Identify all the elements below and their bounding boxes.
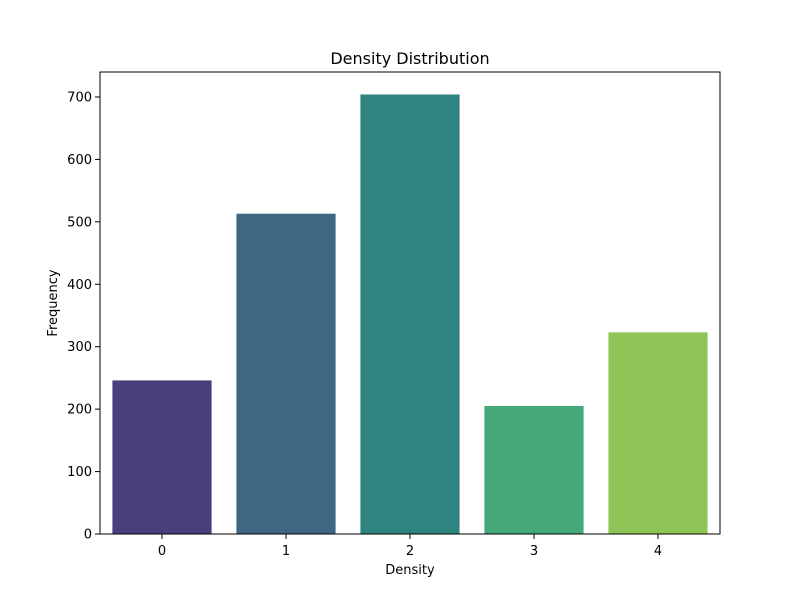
bar-4 — [608, 332, 708, 534]
x-tick-label: 0 — [158, 544, 166, 559]
y-tick-label: 600 — [67, 153, 92, 168]
y-tick-label: 500 — [67, 215, 92, 230]
bar-0 — [112, 380, 212, 534]
bars-layer — [112, 94, 708, 534]
y-tick-label: 300 — [67, 340, 92, 355]
x-axis: 0 1 2 3 4 — [158, 534, 662, 559]
y-axis-label: Frequency — [46, 269, 61, 336]
x-tick-label: 2 — [406, 544, 414, 559]
plot-frame — [99, 71, 721, 535]
y-axis: 0 100 200 300 400 500 600 700 — [67, 90, 100, 543]
y-tick-label: 0 — [84, 528, 92, 543]
x-axis-label: Density — [385, 563, 435, 578]
bar-1 — [236, 213, 336, 534]
x-tick-label: 4 — [654, 544, 662, 559]
y-tick-label: 200 — [67, 403, 92, 418]
bar-3 — [484, 406, 584, 534]
y-tick-label: 100 — [67, 465, 92, 480]
x-tick-label: 1 — [282, 544, 290, 559]
y-tick-label: 700 — [67, 90, 92, 105]
bar-2 — [360, 94, 460, 534]
x-tick-label: 3 — [530, 544, 538, 559]
chart-title: Density Distribution — [330, 49, 489, 68]
y-tick-label: 400 — [67, 278, 92, 293]
